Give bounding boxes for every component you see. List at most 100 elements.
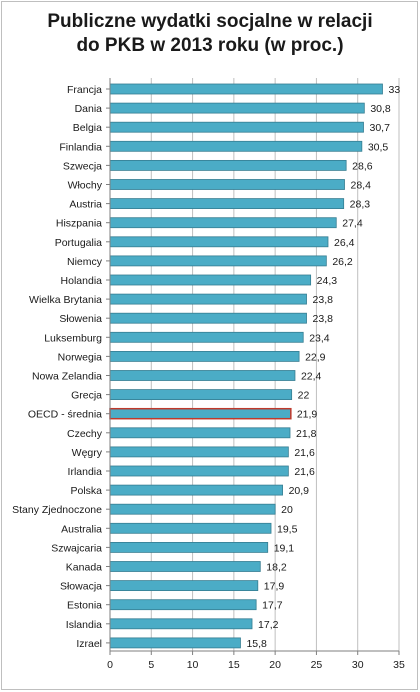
value-label: 22,9 bbox=[305, 351, 326, 363]
category-label: Wielka Brytania bbox=[29, 294, 102, 306]
value-label: 28,6 bbox=[352, 160, 373, 172]
x-tick-label: 10 bbox=[187, 659, 199, 671]
category-label: Szwecja bbox=[63, 160, 102, 172]
category-label: Francja bbox=[67, 84, 102, 96]
chart-title: Publiczne wydatki socjalne w relacji do … bbox=[0, 10, 420, 58]
bar bbox=[109, 236, 329, 248]
value-label: 20 bbox=[281, 504, 293, 516]
value-label: 21,8 bbox=[296, 428, 317, 440]
value-label: 24,3 bbox=[317, 275, 338, 287]
bar bbox=[109, 159, 347, 171]
category-label: Hiszpania bbox=[56, 218, 102, 230]
x-tick-label: 25 bbox=[311, 659, 323, 671]
value-label: 15,8 bbox=[246, 638, 267, 650]
value-label: 22,4 bbox=[301, 371, 322, 383]
bar bbox=[109, 637, 241, 649]
bar bbox=[109, 484, 283, 496]
value-label: 19,1 bbox=[274, 542, 295, 554]
x-tick-label: 35 bbox=[393, 659, 405, 671]
category-label: OECD - średnia bbox=[28, 409, 102, 421]
bar bbox=[109, 465, 289, 477]
value-label: 21,6 bbox=[294, 466, 315, 478]
bar bbox=[109, 446, 289, 458]
value-label: 17,7 bbox=[262, 600, 283, 612]
value-label: 23,8 bbox=[313, 294, 334, 306]
category-label: Portugalia bbox=[55, 237, 102, 249]
bar bbox=[109, 331, 304, 343]
bar bbox=[109, 312, 307, 324]
x-tick-label: 15 bbox=[228, 659, 240, 671]
category-label: Finlandia bbox=[59, 141, 102, 153]
category-label: Słowacja bbox=[60, 581, 102, 593]
bar bbox=[109, 503, 276, 515]
value-label: 28,3 bbox=[350, 199, 371, 211]
category-label: Szwajcaria bbox=[51, 542, 102, 554]
category-label: Nowa Zelandia bbox=[32, 371, 102, 383]
category-label: Estonia bbox=[67, 600, 102, 612]
value-label: 18,2 bbox=[266, 562, 287, 574]
category-label: Australia bbox=[61, 523, 102, 535]
value-label: 27,4 bbox=[342, 218, 363, 230]
bar bbox=[109, 255, 327, 267]
chart-title-line-1: Publiczne wydatki socjalne w relacji bbox=[47, 11, 373, 32]
value-label: 17,2 bbox=[258, 619, 279, 631]
x-tick-label: 20 bbox=[269, 659, 281, 671]
x-axis: 0 5 10 15 20 25 30 35 bbox=[106, 78, 405, 671]
value-label: 28,4 bbox=[351, 180, 372, 192]
bar bbox=[109, 427, 291, 439]
value-label: 26,2 bbox=[332, 256, 353, 268]
value-label: 17,9 bbox=[264, 581, 285, 593]
x-tick-label: 0 bbox=[107, 659, 113, 671]
bar bbox=[109, 83, 383, 95]
bar bbox=[109, 370, 296, 381]
category-label: Węgry bbox=[72, 447, 103, 459]
category-label: Kanada bbox=[66, 562, 102, 574]
bar bbox=[109, 274, 312, 286]
value-label: 26,4 bbox=[334, 237, 355, 249]
bar bbox=[109, 198, 345, 210]
category-label: Dania bbox=[75, 103, 103, 115]
value-label: 33 bbox=[388, 84, 400, 96]
bar bbox=[109, 599, 257, 611]
value-label: 30,5 bbox=[368, 141, 389, 153]
category-label: Niemcy bbox=[67, 256, 103, 268]
value-label: 19,5 bbox=[277, 523, 298, 535]
category-label: Włochy bbox=[68, 180, 103, 192]
value-label: 22 bbox=[298, 390, 310, 402]
value-label: 23,4 bbox=[309, 332, 330, 344]
value-label: 21,6 bbox=[294, 447, 315, 459]
category-label: Stany Zjednoczone bbox=[12, 504, 102, 516]
bar bbox=[109, 179, 345, 190]
bar bbox=[109, 542, 269, 553]
category-label: Irlandia bbox=[68, 466, 103, 478]
x-tick-label: 30 bbox=[352, 659, 364, 671]
bar bbox=[109, 121, 364, 133]
value-label: 21,9 bbox=[297, 409, 318, 421]
category-label: Islandia bbox=[66, 619, 102, 631]
bar bbox=[109, 561, 261, 572]
category-label: Izrael bbox=[76, 638, 102, 650]
bar bbox=[109, 580, 259, 591]
bar bbox=[109, 140, 363, 152]
x-tick-label: 5 bbox=[148, 659, 154, 671]
value-label: 30,7 bbox=[369, 122, 390, 134]
bar bbox=[109, 293, 307, 305]
bar bbox=[109, 389, 293, 401]
bars: Francja 33 Dania 30,8 Belgia 30,7 Finlandia 30,… bbox=[12, 83, 400, 650]
bar bbox=[109, 350, 300, 362]
category-label: Słowenia bbox=[59, 313, 102, 325]
category-label: Polska bbox=[70, 485, 102, 497]
value-label: 23,8 bbox=[313, 313, 334, 325]
category-label: Norwegia bbox=[58, 351, 103, 363]
value-label: 20,9 bbox=[289, 485, 310, 497]
chart-title-line-2: do PKB w 2013 roku (w proc.) bbox=[76, 35, 344, 56]
bar bbox=[109, 102, 365, 114]
category-label: Belgia bbox=[73, 122, 102, 134]
bar bbox=[109, 618, 253, 630]
bar bbox=[109, 407, 292, 420]
bar bbox=[109, 217, 337, 229]
category-label: Holandia bbox=[61, 275, 103, 287]
bar bbox=[109, 522, 272, 534]
